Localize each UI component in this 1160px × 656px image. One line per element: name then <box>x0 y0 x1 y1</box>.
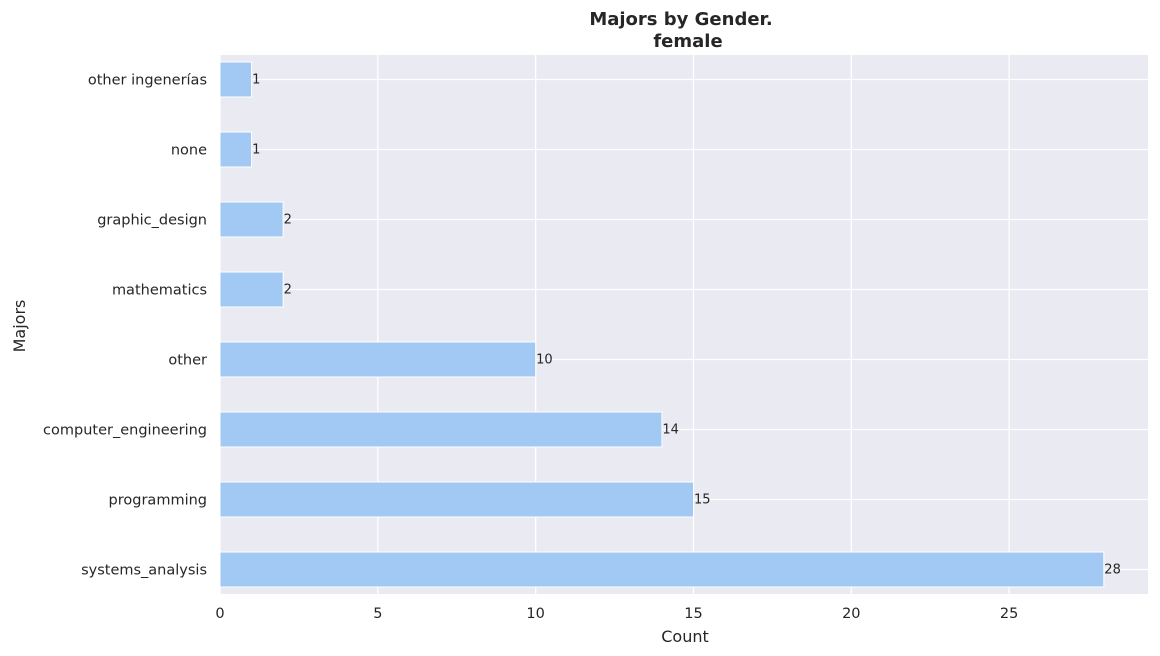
y-tick-label: graphic_design <box>97 213 207 229</box>
x-tick-label: 0 <box>215 606 224 622</box>
bar-systems-analysis <box>219 551 1105 588</box>
bar-none <box>219 131 253 168</box>
bar-value-label: 2 <box>284 283 292 298</box>
bars <box>219 61 1105 588</box>
y-tick-label: programming <box>109 493 207 509</box>
bar-other-ingener-as <box>219 61 253 98</box>
x-tick-label: 20 <box>842 606 860 622</box>
bar-programming <box>219 481 694 518</box>
y-tick-label: mathematics <box>112 283 207 299</box>
bar-value-label: 1 <box>252 73 260 88</box>
y-axis-label: Majors <box>10 300 29 353</box>
bar-graphic-design <box>219 201 284 238</box>
bar-value-label: 1 <box>252 143 260 158</box>
bar-value-label: 14 <box>662 423 679 438</box>
bar-computer-engineering <box>219 411 663 448</box>
chart-subtitle: female <box>653 31 722 52</box>
y-tick-label: other ingenerías <box>88 73 207 89</box>
x-tick-label: 5 <box>373 606 382 622</box>
bar-value-label: 28 <box>1104 563 1121 578</box>
x-tick-label: 25 <box>1000 606 1018 622</box>
y-tick-labels: systems_analysis programming computer_engi… <box>43 73 207 579</box>
y-tick-label: other <box>168 353 207 369</box>
chart-title: Majors by Gender. <box>589 9 772 30</box>
bar-other <box>219 341 537 378</box>
x-axis-label: Count <box>661 627 709 646</box>
bar-value-label: 10 <box>536 353 553 368</box>
y-tick-label: computer_engineering <box>43 423 207 439</box>
x-tick-label: 15 <box>684 606 702 622</box>
x-tick-label: 10 <box>526 606 544 622</box>
data-labels: 28 15 14 10 2 2 1 1 <box>252 73 1121 578</box>
bar-value-label: 15 <box>694 493 711 508</box>
y-tick-label: none <box>171 143 207 159</box>
x-tick-labels: 0 5 10 15 20 25 <box>215 606 1018 622</box>
bar-value-label: 2 <box>284 213 292 228</box>
bar-mathematics <box>219 271 284 308</box>
y-tick-label: systems_analysis <box>81 563 207 579</box>
